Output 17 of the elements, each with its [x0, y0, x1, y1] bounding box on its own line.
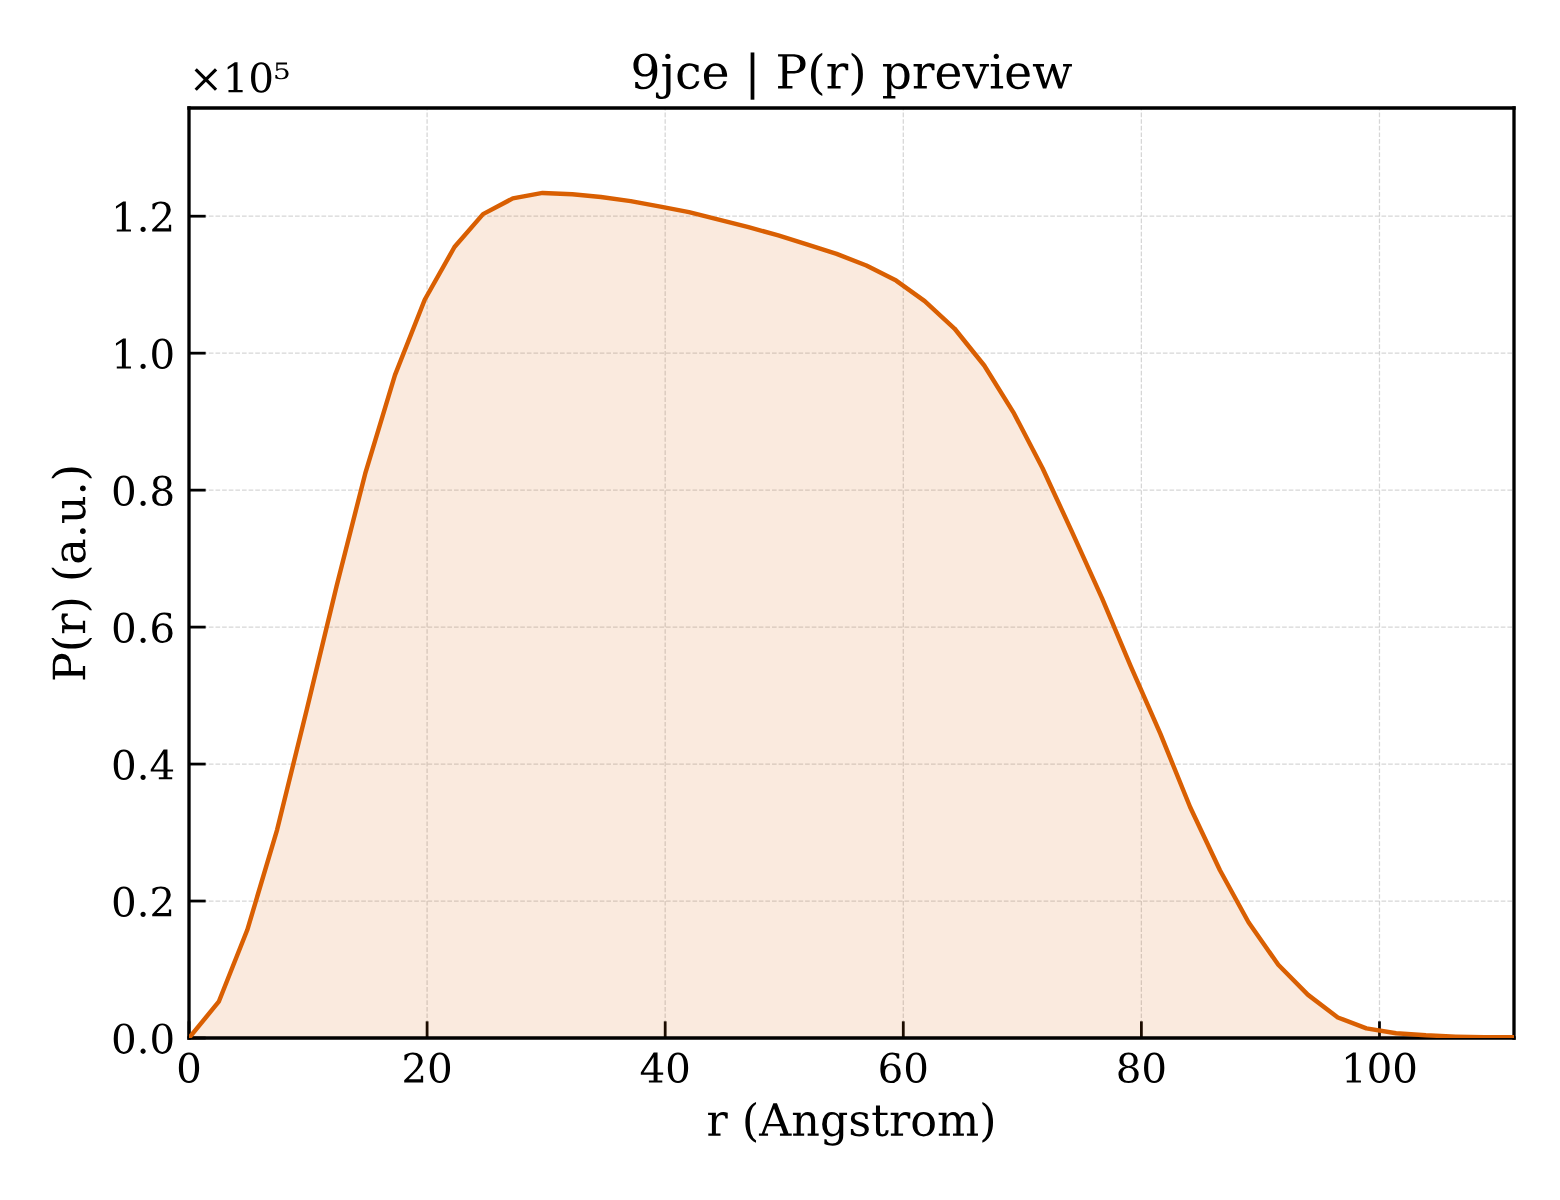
y-tick-label: 0.2	[113, 886, 172, 917]
x-tick-label: 20	[404, 1052, 451, 1084]
x-tick-label: 60	[880, 1052, 927, 1084]
x-tick-label: 100	[1345, 1052, 1416, 1084]
y-tick-label: 1.2	[115, 201, 172, 233]
y-axis-title: P(r) (a.u.)	[51, 467, 93, 680]
x-tick-label: 40	[640, 1052, 689, 1084]
y-tick-label: 1.0	[115, 338, 173, 370]
x-tick-label: 80	[1118, 1052, 1165, 1084]
chart-title: 9jce | P(r) preview	[633, 52, 1072, 100]
text: ×10⁵	[194, 62, 289, 93]
y-tick-label: 0.6	[113, 612, 173, 643]
x-tick-label: 0	[178, 1052, 200, 1084]
y-tick-label: 0.0	[113, 1023, 173, 1054]
x-axis-title: r (Angstrom)	[708, 1101, 994, 1146]
y-tick-label: 0.8	[113, 475, 173, 507]
y-tick-label: 0.4	[113, 749, 174, 780]
